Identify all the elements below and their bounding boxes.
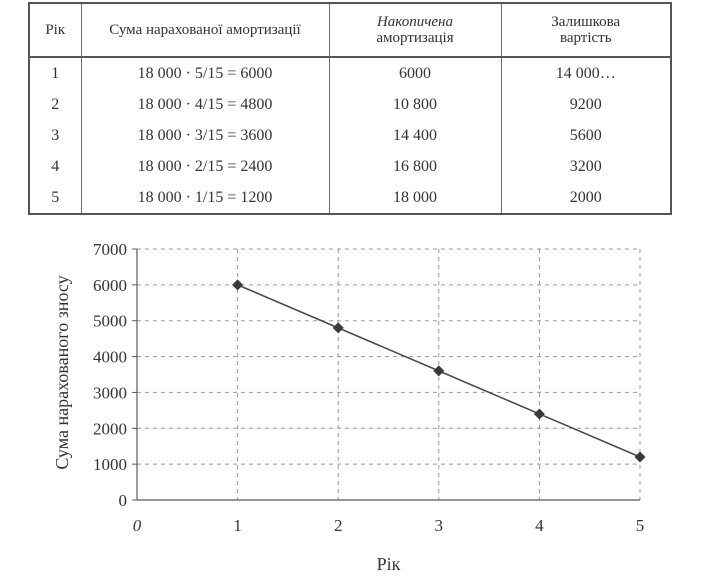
y-tick-label: 4000 [93,348,127,367]
header-residual-line1: Залишкова [551,13,621,30]
cell-year: 5 [28,182,82,215]
x-tick-label: 0 [133,516,142,535]
chart-grid [137,248,641,500]
cell-year: 3 [28,120,82,151]
cell-residual: 2000 [500,182,672,215]
y-tick-label: 1000 [93,455,127,474]
y-axis-title: Сума нарахованого зносу [52,275,72,469]
header-residual-value: Залишкова вартість [500,2,672,58]
cell-calculation: 18 000 · 4/15 = 4800 [80,89,330,120]
table-row: 4 18 000 · 2/15 = 2400 16 800 3200 [28,151,672,182]
chart-labels: 0 1000 2000 3000 4000 5000 6000 7000 0 1 2 3 4 5 Рік Су… [52,240,644,574]
cell-accumulated: 18 000 [328,182,502,215]
table-header-row: Рік Сума нарахованої амортизації Накопич… [28,2,672,58]
x-tick-label: 2 [334,516,343,535]
y-tick-label: 3000 [93,383,127,402]
data-point-marker [232,279,244,291]
cell-residual: 3200 [500,151,672,182]
x-tick-label: 4 [535,516,544,535]
header-accumulated-line1: Накопичена [376,13,454,30]
cell-accumulated: 10 800 [328,89,502,120]
data-point-marker [634,451,646,463]
cell-accumulated: 14 400 [328,120,502,151]
table-row: 1 18 000 · 5/15 = 6000 6000 14 000… [28,57,672,89]
x-tick-label: 3 [435,516,444,535]
table-row: 3 18 000 · 3/15 = 3600 14 400 5600 [28,120,672,151]
y-tick-label: 5000 [93,312,127,331]
cell-accumulated: 6000 [328,57,502,89]
table-row: 2 18 000 · 4/15 = 4800 10 800 9200 [28,89,672,120]
x-tick-label: 5 [636,516,645,535]
cell-calculation: 18 000 · 2/15 = 2400 [80,151,330,182]
chart-axes [132,248,640,501]
depreciation-table-container: Рік Сума нарахованої амортизації Накопич… [28,2,672,215]
depreciation-table: Рік Сума нарахованої амортизації Накопич… [28,2,672,215]
x-tick-label: 1 [233,516,242,535]
y-tick-label: 6000 [93,276,127,295]
y-tick-label: 2000 [93,419,127,438]
header-year: Рік [28,2,82,58]
table-row: 5 18 000 · 1/15 = 1200 18 000 2000 [28,182,672,215]
data-point-marker [433,365,445,377]
cell-residual: 14 000… [500,57,672,89]
x-axis-title: Рік [377,554,401,574]
cell-year: 2 [28,89,82,120]
header-accumulated-line2: амортизація [376,30,454,46]
cell-calculation: 18 000 · 5/15 = 6000 [80,57,330,89]
chart-series [232,279,646,463]
cell-residual: 5600 [500,120,672,151]
header-residual-line2: вартість [559,30,612,46]
cell-year: 4 [28,151,82,182]
cell-calculation: 18 000 · 3/15 = 3600 [80,120,330,151]
data-point-marker [533,408,545,420]
cell-residual: 9200 [500,89,672,120]
cell-year: 1 [28,57,82,89]
y-tick-label: 7000 [93,240,127,259]
cell-accumulated: 16 800 [328,151,502,182]
cell-calculation: 18 000 · 1/15 = 1200 [80,182,330,215]
y-tick-label: 0 [119,491,128,510]
header-accumulated-depreciation: Накопичена амортизація [328,2,502,58]
depreciation-line-chart: 0 1000 2000 3000 4000 5000 6000 7000 0 1 2 3 4 5 Рік Су… [52,240,646,574]
header-depreciation-amount: Сума нарахованої амортизації [80,2,330,58]
data-point-marker [332,322,344,334]
